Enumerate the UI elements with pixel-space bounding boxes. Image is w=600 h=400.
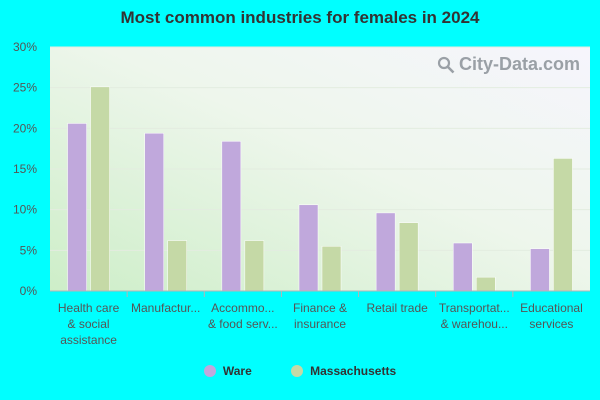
legend-item-massachusetts: Massachusetts [291,364,396,378]
x-tick-label: Health care [58,301,120,315]
x-tick-label: Retail trade [366,301,428,315]
watermark: City-Data.com [437,54,580,75]
magnifier-icon [437,56,455,73]
y-tick-label: 20% [13,121,37,135]
x-tick-label: & food serv... [208,317,278,331]
bar-massachusetts [90,86,110,292]
bar-ware [144,132,164,292]
bar-massachusetts [476,276,496,292]
bar-massachusetts [167,240,187,292]
y-tick-label: 10% [13,203,37,217]
bar-ware [67,123,87,292]
bar-massachusetts [553,158,573,292]
legend-label-massachusetts: Massachusetts [310,364,397,378]
legend-swatch-ware [203,365,216,377]
legend-swatch-massachusetts [291,365,304,377]
bar-ware [530,248,550,292]
legend-item-ware: Ware [203,364,252,378]
y-tick-label: 5% [20,243,38,257]
y-tick-label: 15% [13,162,37,176]
y-tick-label: 25% [13,81,37,95]
x-tick-label: Educational [520,301,583,315]
y-tick-label: 30% [13,40,37,54]
y-tick-label: 0% [20,284,38,298]
watermark-text: City-Data.com [459,54,581,74]
legend-label-ware: Ware [222,364,252,378]
legend: Ware Massachusetts [0,364,600,380]
bar-ware [221,141,242,292]
x-tick-label: assistance [60,333,117,347]
bar-ware [375,212,396,292]
x-tick-label: Transportat... [439,301,510,315]
bar-massachusetts [244,240,265,292]
x-tick-label: Accommo... [211,301,274,315]
x-tick-label: & warehou... [441,317,508,331]
x-tick-label: Finance & [293,301,347,315]
x-tick-label: insurance [294,317,346,331]
bar-massachusetts [321,246,342,292]
bar-ware [453,242,473,292]
chart-title: Most common industries for females in 20… [120,8,480,27]
bar-massachusetts [398,222,419,292]
x-tick-label: Manufactur... [131,301,200,315]
bar-ware [298,204,319,292]
x-tick-label: services [529,317,573,331]
x-tick-label: & social [68,317,110,331]
